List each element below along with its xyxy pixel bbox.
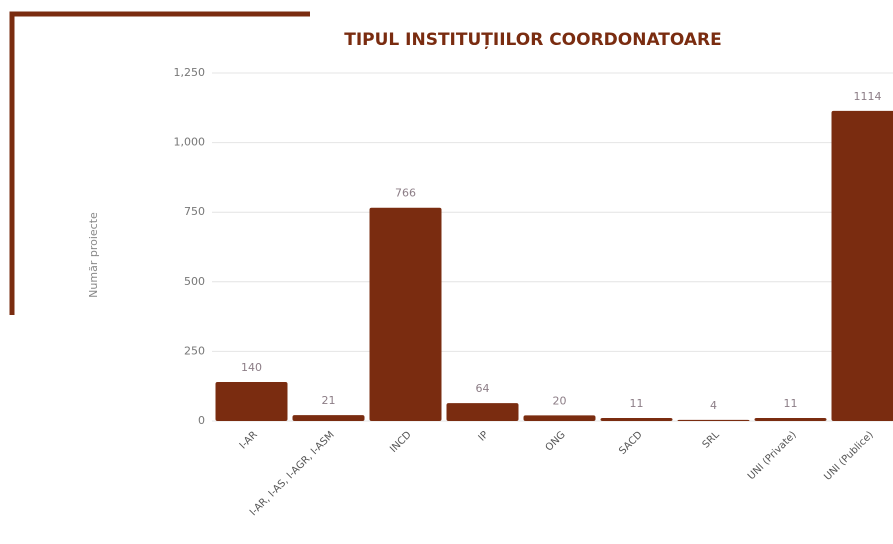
- value-label: 4: [710, 399, 717, 412]
- value-label: 11: [630, 397, 644, 410]
- y-tick-label: 750: [184, 205, 205, 218]
- chart-title: TIPUL INSTITUȚIILOR COORDONATOARE: [344, 30, 722, 50]
- bar: [754, 417, 827, 421]
- x-tick-label: SACD: [617, 429, 645, 457]
- bar: [523, 415, 596, 421]
- x-tick-label: ONG: [544, 429, 568, 453]
- bar: [215, 382, 288, 421]
- value-label: 11: [784, 397, 798, 410]
- bar: [446, 403, 519, 421]
- decor-frame: [9, 11, 310, 315]
- y-tick-label: 1,250: [174, 66, 206, 79]
- bar: [292, 415, 365, 421]
- y-tick-label: 1,000: [174, 136, 206, 149]
- y-axis-label: Număr proiecte: [87, 212, 100, 298]
- value-label: 64: [476, 382, 490, 395]
- value-label: 140: [241, 361, 262, 374]
- value-label: 21: [322, 394, 336, 407]
- bar: [600, 417, 673, 421]
- x-tick-label: I-AR: [238, 429, 260, 451]
- x-tick-label: I-AR, I-AS, I-AGR, I-ASM: [248, 429, 337, 518]
- x-tick-label: UNI (Publice): [822, 429, 875, 482]
- x-tick-label: INCD: [388, 429, 414, 455]
- bar: [831, 110, 893, 421]
- x-tick-label: UNI (Private): [746, 429, 799, 482]
- x-tick-label: SRL: [701, 429, 722, 450]
- x-tick-label: IP: [477, 429, 491, 443]
- y-tick-label: 500: [184, 275, 205, 288]
- y-tick-label: 0: [198, 414, 205, 427]
- y-tick-label: 250: [184, 344, 205, 357]
- bar: [369, 207, 442, 421]
- bar: [677, 419, 750, 421]
- value-label: 766: [395, 187, 416, 200]
- value-label: 1114: [854, 90, 882, 103]
- value-label: 20: [553, 394, 567, 407]
